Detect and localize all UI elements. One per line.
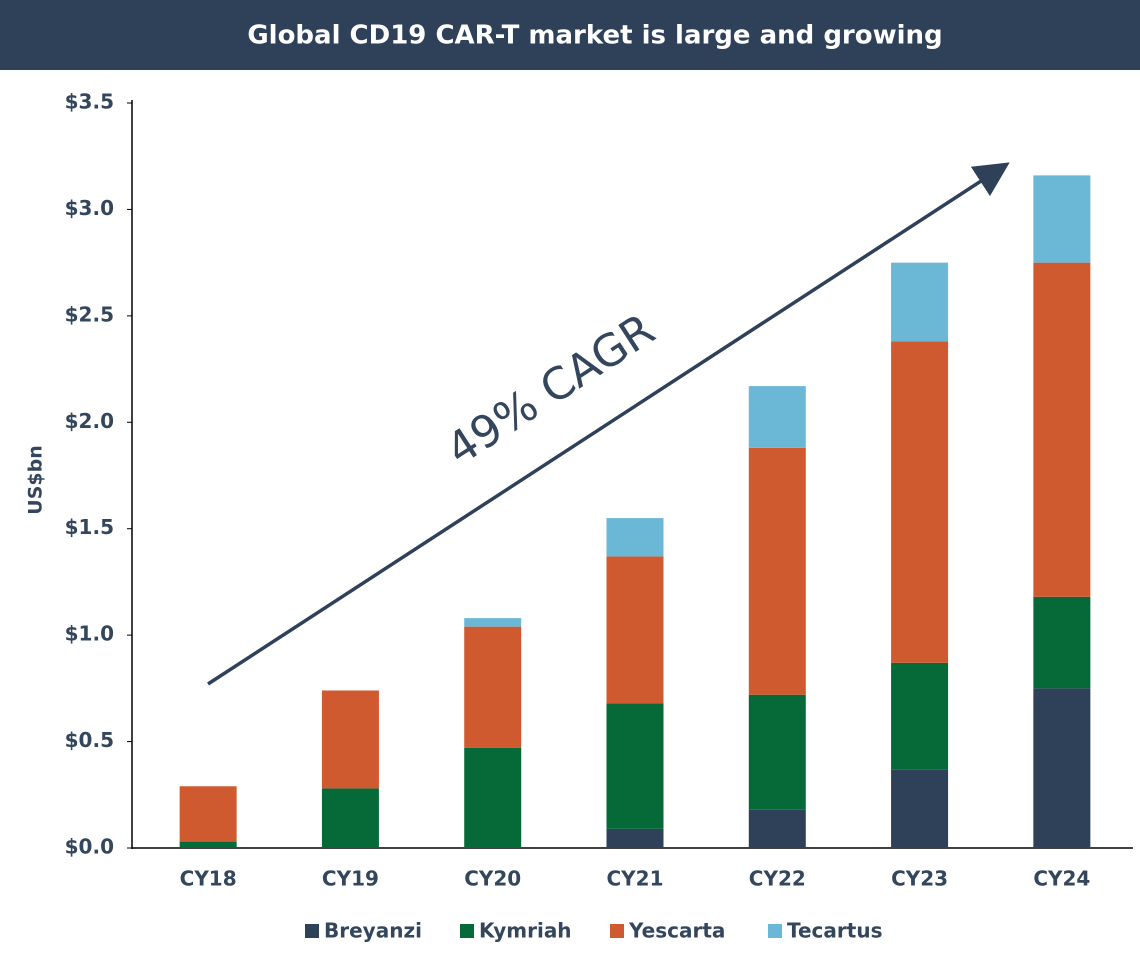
y-tick-label: $1.0 xyxy=(65,622,114,646)
x-tick-label: CY24 xyxy=(1033,867,1090,891)
y-axis-label: US$bn xyxy=(25,445,47,514)
bar-segment xyxy=(1033,596,1091,689)
bar-segment xyxy=(606,518,664,557)
bar-segment xyxy=(748,809,806,848)
bar-segment xyxy=(464,747,522,848)
bar-segment xyxy=(748,386,806,448)
x-tick-label: CY19 xyxy=(322,867,379,891)
legend-label: Yescarta xyxy=(628,919,725,943)
y-tick-label: $3.5 xyxy=(65,90,114,114)
legend-swatch xyxy=(305,924,319,938)
legend-label: Tecartus xyxy=(787,919,882,943)
bar-segment xyxy=(748,447,806,695)
bar-segment xyxy=(891,769,949,848)
bar-segment xyxy=(321,690,379,789)
y-tick-label: $2.5 xyxy=(65,302,114,326)
legend-swatch xyxy=(460,924,474,938)
x-tick-label: CY22 xyxy=(749,867,806,891)
bar-segment xyxy=(891,341,949,663)
bar-segment xyxy=(606,703,664,829)
x-tick-label: CY21 xyxy=(607,867,664,891)
legend-swatch xyxy=(768,924,782,938)
y-tick-label: $2.0 xyxy=(65,409,114,433)
title-banner xyxy=(0,0,1140,70)
y-tick-label: $3.0 xyxy=(65,196,114,220)
y-tick-label: $0.0 xyxy=(65,835,114,859)
y-tick-label: $0.5 xyxy=(65,728,114,752)
x-tick-label: CY23 xyxy=(891,867,948,891)
bar-segment xyxy=(1033,175,1091,263)
bar-segment xyxy=(464,618,522,627)
x-tick-label: CY20 xyxy=(464,867,521,891)
x-tick-label: CY18 xyxy=(180,867,237,891)
cagr-arrow xyxy=(207,162,1010,686)
bar-segment xyxy=(321,788,379,848)
legend-swatch xyxy=(610,924,624,938)
legend-label: Kymriah xyxy=(479,919,572,943)
bar-segment xyxy=(1033,688,1091,848)
bar-segment xyxy=(606,556,664,704)
bar-segment xyxy=(464,626,522,748)
bar-segment xyxy=(606,828,664,848)
bar-segment xyxy=(179,841,237,848)
y-tick-label: $1.5 xyxy=(65,515,114,539)
bar-segment xyxy=(1033,262,1091,597)
bar-segment xyxy=(891,662,949,770)
legend-label: Breyanzi xyxy=(324,919,422,943)
annotation: 49% CAGR xyxy=(438,304,664,476)
bar-segment xyxy=(891,262,949,342)
bar-segment xyxy=(748,694,806,810)
bar-segment xyxy=(179,786,237,842)
chart-title: Global CD19 CAR-T market is large and gr… xyxy=(247,21,942,51)
